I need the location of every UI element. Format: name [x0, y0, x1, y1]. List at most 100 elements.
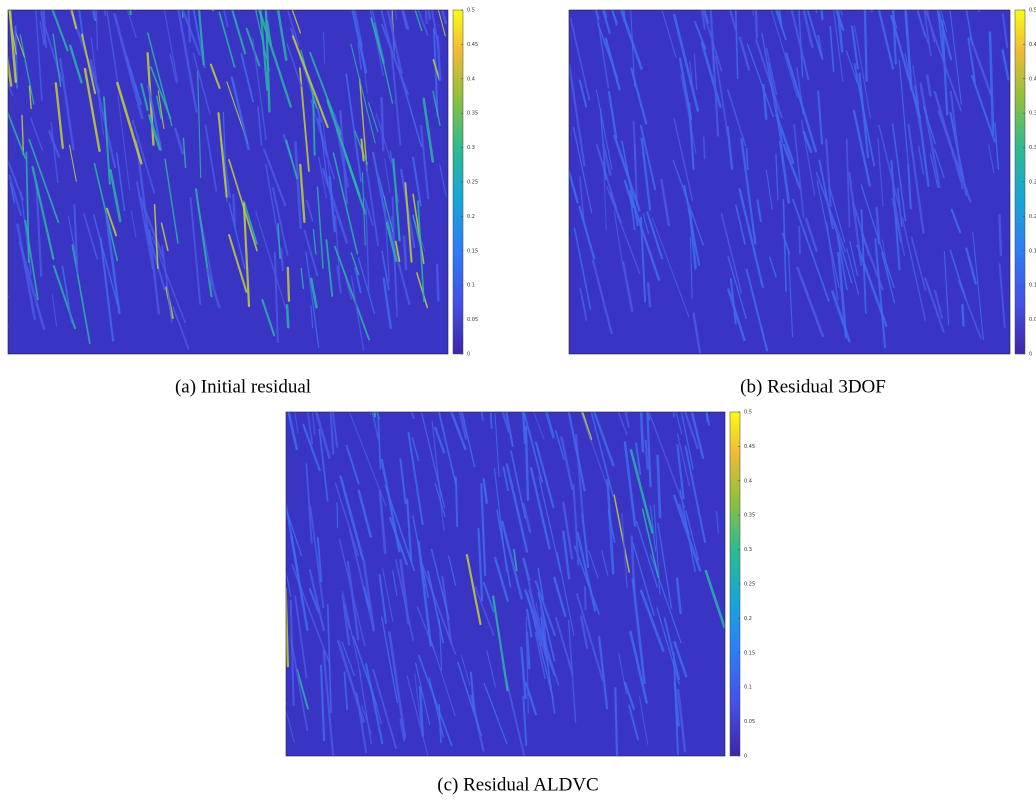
- streak: [354, 10, 363, 47]
- streak: [290, 638, 309, 731]
- streak: [358, 670, 373, 745]
- streak: [715, 510, 720, 534]
- streak: [306, 199, 314, 222]
- streak: [890, 14, 922, 119]
- colorbar-tick-label: 0.1: [744, 685, 752, 691]
- streak: [782, 143, 802, 189]
- streak: [802, 10, 814, 48]
- streak: [437, 10, 446, 37]
- streak: [311, 412, 316, 435]
- colorbar-tick-label: 0.45: [467, 42, 478, 48]
- streak: [8, 174, 22, 217]
- streak: [630, 67, 648, 125]
- streak: [675, 577, 682, 615]
- streak: [529, 467, 551, 550]
- streak: [597, 23, 619, 80]
- streak: [230, 76, 250, 151]
- streak: [950, 208, 962, 234]
- streak: [629, 630, 648, 704]
- streak: [924, 277, 945, 333]
- streak: [829, 25, 835, 73]
- streak: [371, 412, 379, 440]
- streak: [48, 130, 61, 158]
- streak: [505, 463, 529, 553]
- streak: [35, 10, 43, 101]
- streak: [232, 193, 236, 228]
- streak: [1001, 49, 1010, 81]
- streak: [153, 203, 159, 270]
- streak: [325, 239, 334, 297]
- streak: [132, 119, 156, 194]
- streak: [300, 267, 305, 290]
- streak: [381, 250, 390, 291]
- streak: [628, 704, 639, 741]
- streak: [486, 650, 496, 688]
- streak: [194, 188, 213, 298]
- streak: [924, 10, 962, 112]
- streak: [30, 117, 43, 151]
- streak: [714, 55, 729, 136]
- streak: [929, 153, 939, 189]
- streak: [765, 47, 778, 96]
- streak: [642, 213, 649, 234]
- streak: [738, 36, 751, 71]
- streak: [412, 193, 425, 265]
- colorbar-tick-label: 0.5: [744, 410, 752, 416]
- streak: [907, 123, 925, 234]
- streak: [243, 200, 258, 245]
- streak: [342, 603, 351, 646]
- streak: [351, 10, 368, 74]
- streak: [361, 172, 366, 246]
- streak: [314, 412, 331, 459]
- streak: [904, 10, 913, 91]
- streak: [632, 120, 637, 175]
- streak: [845, 138, 851, 228]
- streak: [775, 153, 779, 201]
- streak: [877, 10, 895, 70]
- streak: [735, 204, 746, 245]
- streak: [684, 412, 699, 450]
- streak: [287, 412, 298, 451]
- streak: [458, 412, 468, 440]
- streak: [318, 428, 329, 502]
- streak: [629, 194, 636, 231]
- streak: [291, 10, 302, 34]
- streak: [354, 130, 368, 165]
- streak: [343, 671, 349, 711]
- streak: [424, 10, 428, 25]
- streak: [390, 52, 402, 146]
- streak: [874, 238, 887, 349]
- streak: [434, 483, 446, 518]
- streak: [651, 217, 690, 318]
- streak: [228, 202, 246, 270]
- streak: [50, 121, 59, 184]
- streak: [663, 617, 681, 681]
- streak: [406, 498, 413, 562]
- streak: [534, 580, 556, 637]
- streak: [435, 263, 440, 302]
- streak: [255, 211, 287, 311]
- streak: [92, 214, 119, 306]
- streak: [688, 102, 695, 171]
- streak: [69, 44, 83, 84]
- streak: [419, 124, 430, 200]
- streak: [898, 59, 909, 166]
- streak: [70, 10, 78, 30]
- streak: [285, 304, 290, 329]
- streak: [8, 54, 13, 87]
- streak: [970, 74, 996, 143]
- streak: [329, 412, 335, 455]
- streak: [825, 138, 832, 207]
- streak: [321, 111, 332, 188]
- streak: [988, 31, 995, 137]
- streak: [370, 17, 385, 65]
- streak: [78, 10, 84, 38]
- streak: [740, 137, 757, 245]
- streak: [761, 32, 782, 142]
- streak: [701, 10, 723, 72]
- streak: [417, 200, 425, 303]
- streak: [52, 33, 62, 87]
- streak: [647, 281, 652, 308]
- streak: [362, 586, 371, 609]
